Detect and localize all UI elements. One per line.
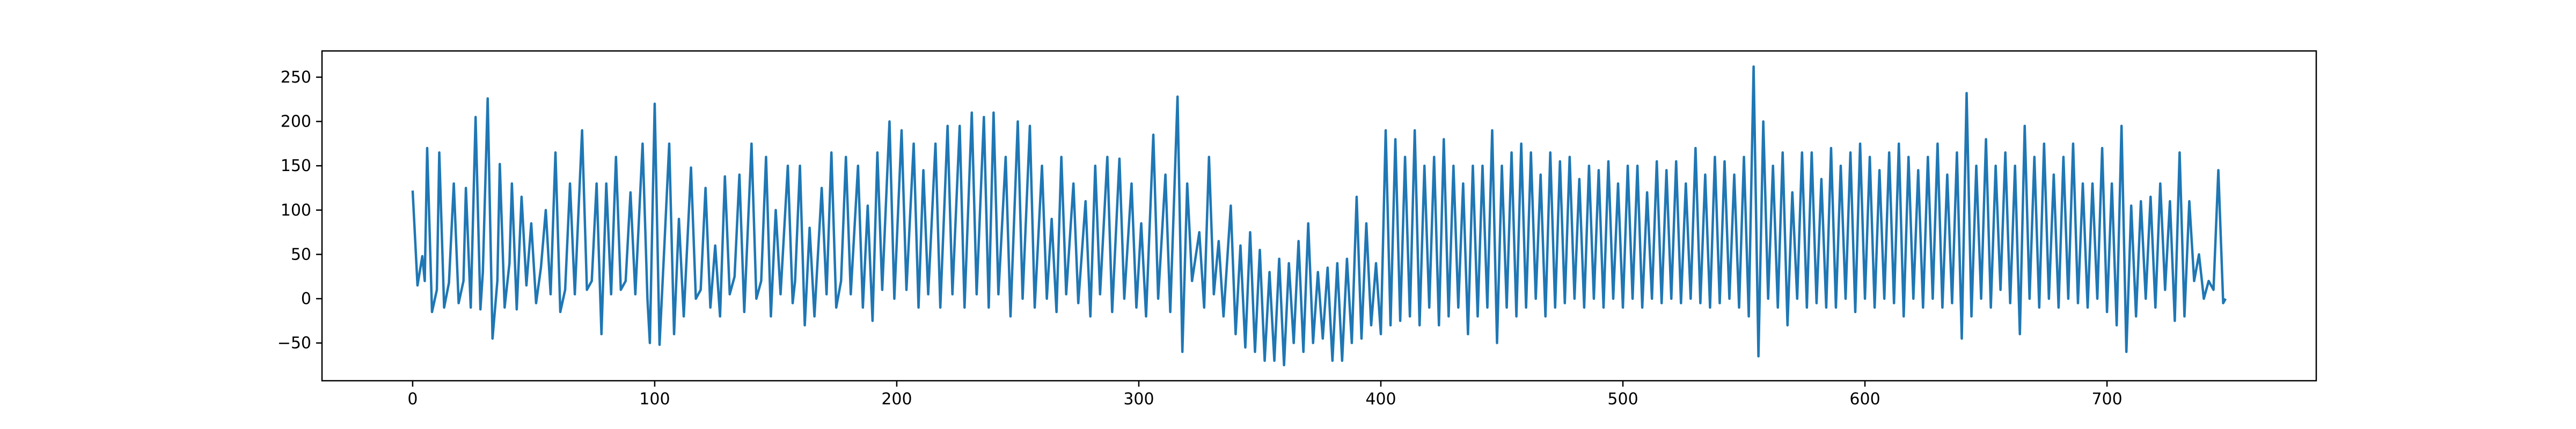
x-tick-label: 0: [407, 390, 418, 409]
x-tick-label: 400: [1365, 390, 1396, 409]
y-tick-label: 0: [301, 290, 311, 308]
axes-frame: [321, 50, 2317, 382]
y-tick-label: 200: [281, 113, 311, 131]
x-tick-label: 200: [881, 390, 912, 409]
y-tick-label: 250: [281, 68, 311, 87]
x-tick-label: 100: [639, 390, 670, 409]
x-tick-label: 300: [1123, 390, 1154, 409]
y-tick-label: 50: [291, 245, 311, 264]
x-tick-label: 700: [2091, 390, 2122, 409]
y-tick-label: 150: [281, 157, 311, 175]
data-line: [411, 65, 2227, 367]
x-tick-label: 600: [1849, 390, 1880, 409]
x-tick-label: 500: [1607, 390, 1638, 409]
y-tick-label: 100: [281, 201, 311, 220]
y-tick-label: −50: [277, 334, 311, 353]
